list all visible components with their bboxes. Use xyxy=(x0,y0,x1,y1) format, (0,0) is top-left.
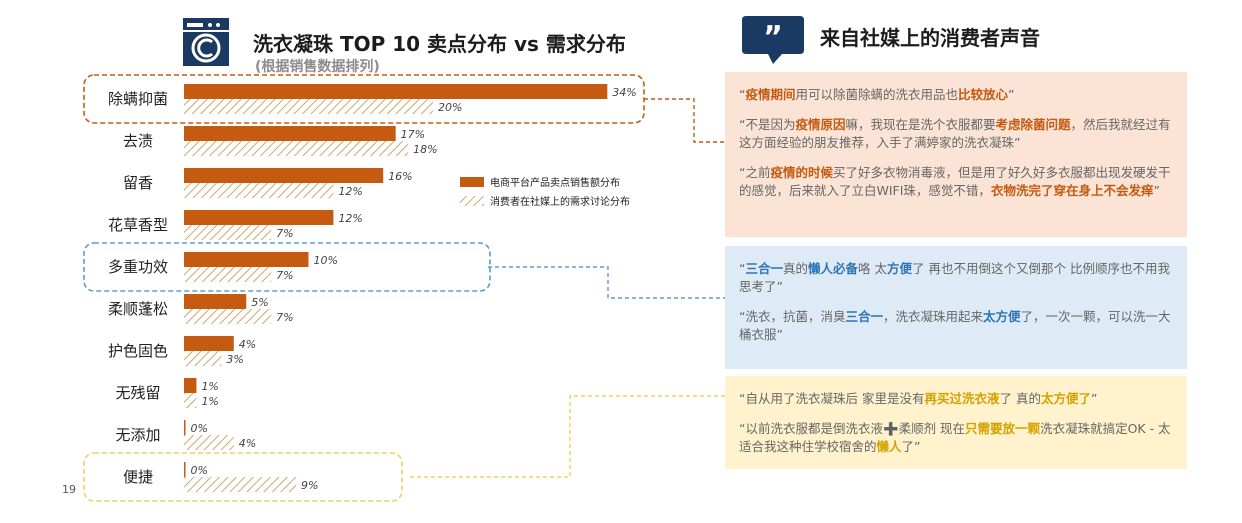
quote-text: “疫情期间用可以除菌除螨的洗衣用品也比较放心” xyxy=(739,87,1015,102)
quote-text: “三合一真的懒人必备咯 太方便了 再也不用倒这个又倒那个 比例顺序也不用我思考了… xyxy=(739,261,1170,294)
bar-sales xyxy=(184,168,384,183)
category-label: 便捷 xyxy=(123,468,153,486)
highlight-box xyxy=(83,242,491,292)
chart-subtitle: (根据销售数据排列) xyxy=(255,59,380,75)
quote-text: “之前疫情的时候买了好多衣物消毒液，但是用了好久好多衣服都出现发硬发干的感觉，后… xyxy=(739,165,1171,198)
bar-sales xyxy=(184,84,608,99)
data-label: 10% xyxy=(314,254,338,267)
data-label: 4% xyxy=(239,338,256,351)
quote-panel-blue: “三合一真的懒人必备咯 太方便了 再也不用倒这个又倒那个 比例顺序也不用我思考了… xyxy=(725,246,1187,369)
quote-panel-yellow: “自从用了洗衣凝珠后 家里是没有再买过洗衣液了 真的太方便了” “以前洗衣服都是倒… xyxy=(725,376,1187,469)
right-panel-title: 来自社媒上的消费者声音 xyxy=(820,26,1040,50)
connector-line xyxy=(644,98,725,143)
legend-swatch-discussion xyxy=(460,196,484,206)
bar-discussion xyxy=(184,393,197,408)
quote-text: “自从用了洗衣凝珠后 家里是没有再买过洗衣液了 真的太方便了” xyxy=(739,391,1098,406)
data-label: 17% xyxy=(401,128,425,141)
bar-discussion xyxy=(184,99,433,114)
category-label: 去渍 xyxy=(123,132,153,150)
bar-sales xyxy=(184,336,234,351)
quote-text: “不是因为疫情原因嘛，我现在是洗个衣服都要考虑除菌问题，然后我就经过有这方面经验… xyxy=(739,117,1171,150)
highlight-box xyxy=(83,452,403,502)
data-label: 7% xyxy=(276,227,293,240)
bar-sales xyxy=(184,462,186,477)
category-label: 柔顺蓬松 xyxy=(108,300,168,318)
data-label: 3% xyxy=(226,353,243,366)
data-label: 9% xyxy=(301,479,318,492)
bar-sales xyxy=(184,252,309,267)
data-label: 1% xyxy=(201,380,218,393)
connector-line xyxy=(488,266,725,299)
data-label: 7% xyxy=(276,269,293,282)
data-label: 0% xyxy=(191,464,208,477)
quote-text: “洗衣，抗菌，消臭三合一，洗衣凝珠用起来太方便了，一次一颗，可以洗一大桶衣服” xyxy=(739,309,1171,342)
bar-sales xyxy=(184,210,334,225)
data-label: 20% xyxy=(438,101,462,114)
bar-discussion xyxy=(184,183,334,198)
data-label: 5% xyxy=(251,296,268,309)
bar-discussion xyxy=(184,141,409,156)
data-label: 12% xyxy=(338,185,362,198)
quote-bubble-icon: ” xyxy=(740,14,806,66)
page-number: 19 xyxy=(62,483,76,496)
bar-discussion xyxy=(184,477,297,492)
bar-discussion xyxy=(184,225,272,240)
data-label: 4% xyxy=(239,437,256,450)
connector-line xyxy=(410,395,725,478)
category-label: 留香 xyxy=(123,174,153,192)
chart-title: 洗衣凝珠 TOP 10 卖点分布 vs 需求分布 xyxy=(253,32,626,56)
data-label: 12% xyxy=(338,212,362,225)
data-label: 18% xyxy=(413,143,437,156)
quote-panel-orange: “疫情期间用可以除菌除螨的洗衣用品也比较放心” “不是因为疫情原因嘛，我现在是洗个… xyxy=(725,72,1187,237)
data-label: 7% xyxy=(276,311,293,324)
category-label: 除螨抑菌 xyxy=(108,90,168,108)
data-label: 34% xyxy=(612,86,636,99)
washing-machine-icon xyxy=(183,18,229,66)
category-label: 护色固色 xyxy=(108,342,168,360)
bar-sales xyxy=(184,126,396,141)
legend-swatch-sales xyxy=(460,177,484,187)
category-label: 无添加 xyxy=(115,426,160,444)
data-label: 16% xyxy=(388,170,412,183)
legend-label-discussion: 消费者在社媒上的需求讨论分布 xyxy=(490,195,630,208)
bar-sales xyxy=(184,420,186,435)
bar-discussion xyxy=(184,351,222,366)
svg-text:”: ” xyxy=(763,20,783,55)
category-label: 多重功效 xyxy=(108,258,168,276)
bar-discussion xyxy=(184,435,234,450)
data-label: 1% xyxy=(201,395,218,408)
legend-label-sales: 电商平台产品卖点销售额分布 xyxy=(490,176,620,189)
data-label: 0% xyxy=(191,422,208,435)
bar-discussion xyxy=(184,309,272,324)
quote-text: “以前洗衣服都是倒洗衣液➕柔顺剂 现在只需要放一颗洗衣凝珠就搞定OK - 太适合… xyxy=(739,421,1171,454)
category-label: 花草香型 xyxy=(108,216,168,234)
category-label: 无残留 xyxy=(115,384,160,402)
bar-sales xyxy=(184,294,247,309)
bar-sales xyxy=(184,378,197,393)
bar-discussion xyxy=(184,267,272,282)
